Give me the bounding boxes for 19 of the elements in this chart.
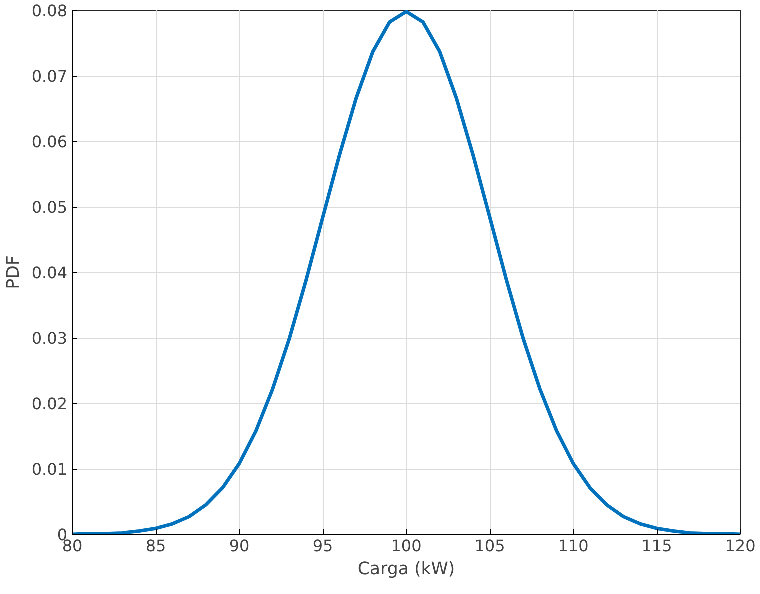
x-tick-label: 85 — [146, 536, 166, 556]
y-tick-label: 0.01 — [32, 460, 68, 479]
x-axis-title: Carga (kW) — [358, 560, 456, 580]
y-axis-title: PDF — [4, 256, 24, 290]
y-tick-label: 0.08 — [32, 2, 68, 20]
line-series — [72, 10, 740, 534]
y-tick-label: 0.07 — [32, 67, 68, 86]
y-tick-label: 0.04 — [32, 264, 68, 282]
x-tick-label: 100 — [391, 536, 422, 556]
x-tick-label: 95 — [312, 536, 334, 556]
x-tick-label: 105 — [474, 536, 506, 556]
y-tick-label: 0.06 — [32, 132, 68, 152]
x-tick-label: 115 — [642, 536, 672, 556]
x-tick-label: 90 — [229, 536, 250, 556]
x-tick-label: 110 — [558, 536, 589, 556]
y-tick-label: 0.02 — [32, 394, 68, 414]
y-tick-label: 0.05 — [32, 198, 68, 217]
x-tick-label: 120 — [725, 536, 756, 556]
y-tick-label: 0.03 — [32, 329, 68, 348]
